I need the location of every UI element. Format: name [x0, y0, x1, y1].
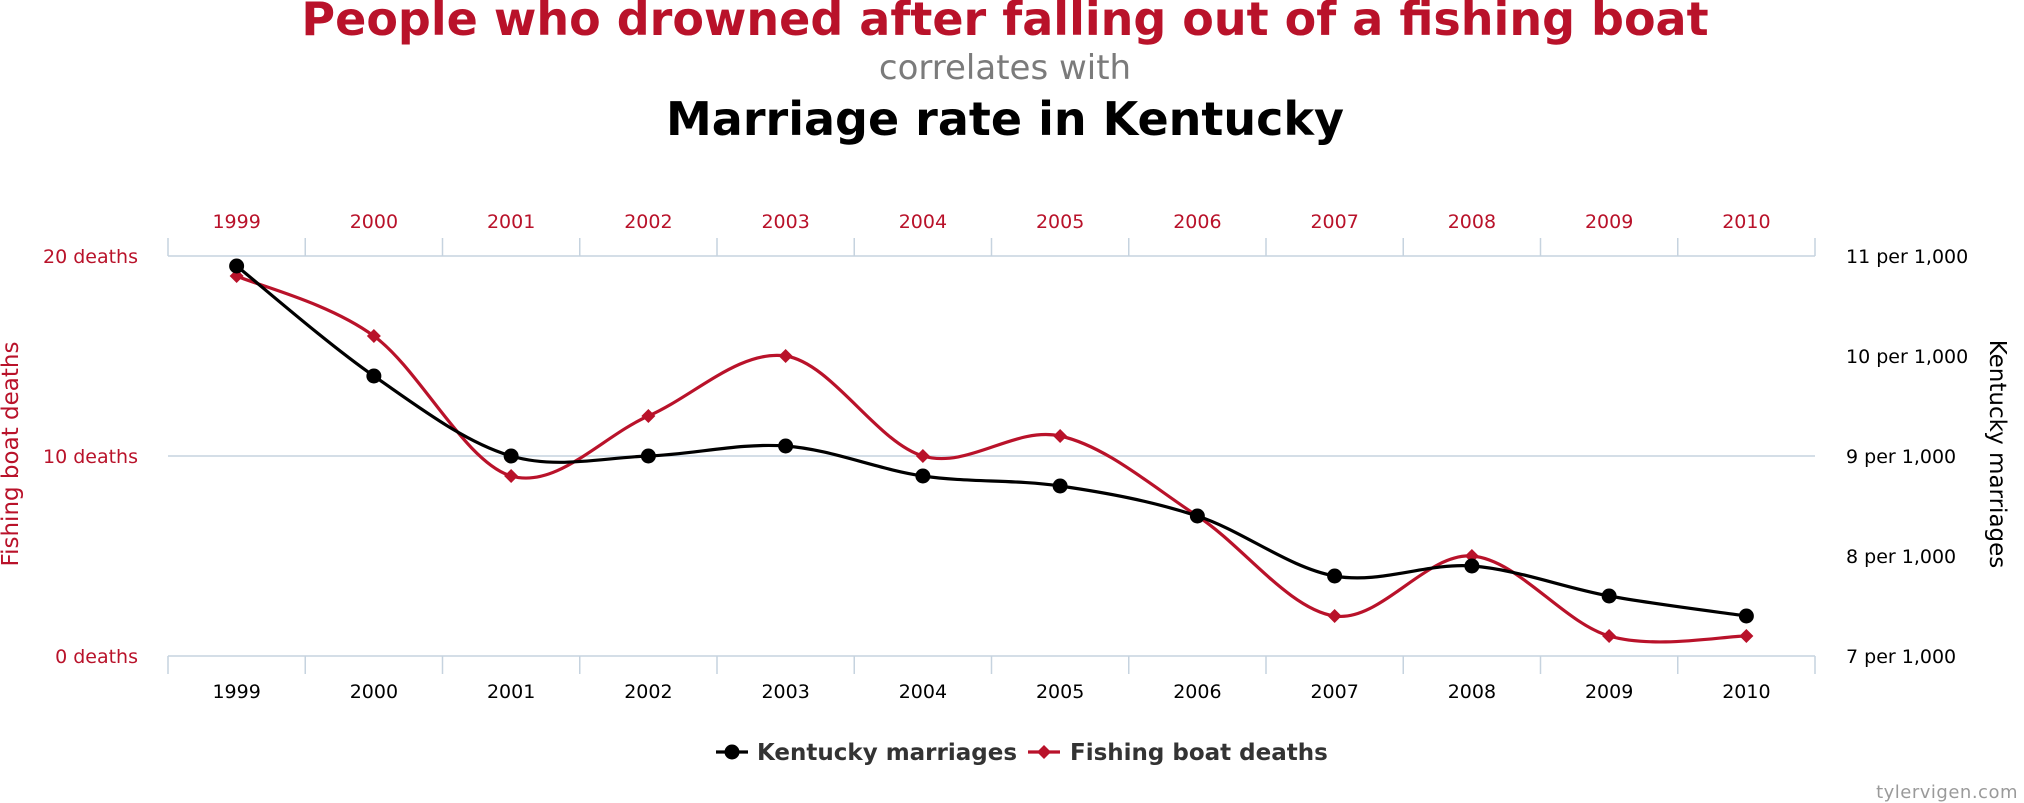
- fishing-deaths-point: [1739, 629, 1754, 643]
- top-x-tick-label: 2002: [624, 211, 672, 233]
- left-y-tick-label: 10 deaths: [43, 446, 138, 468]
- kentucky-marriages-point: [1601, 588, 1617, 604]
- top-x-tick-label: 2003: [761, 211, 809, 233]
- bottom-x-tick-label: 2009: [1585, 681, 1633, 703]
- kentucky-marriages-point: [1052, 478, 1068, 494]
- chart-subtitle: correlates with: [878, 48, 1132, 88]
- watermark: tylervigen.com: [1876, 782, 2018, 803]
- top-x-tick-label: 2005: [1036, 211, 1084, 233]
- top-x-tick-label: 1999: [212, 211, 260, 233]
- bottom-x-tick-label: 2008: [1448, 681, 1496, 703]
- kentucky-marriages-point: [366, 368, 382, 384]
- legend-label-kentucky-marriages: Kentucky marriages: [757, 740, 1017, 766]
- kentucky-marriages-point: [229, 258, 245, 274]
- legend-marker-kentucky-marriages: [724, 744, 740, 760]
- fishing-deaths-point: [504, 469, 519, 483]
- fishing-deaths-point: [1602, 629, 1617, 643]
- kentucky-marriages-point: [640, 448, 656, 464]
- bottom-x-tick-label: 1999: [212, 681, 260, 703]
- bottom-x-tick-label: 2004: [899, 681, 947, 703]
- legend-marker-fishing-deaths: [1037, 745, 1051, 759]
- bottom-x-tick-label: 2006: [1173, 681, 1221, 703]
- fishing-deaths-line: [235, 274, 1747, 644]
- bottom-x-tick-label: 2001: [487, 681, 535, 703]
- right-axis-title: Kentucky marriages: [1984, 340, 2010, 569]
- bottom-x-tick-label: 2010: [1722, 681, 1770, 703]
- top-x-tick-label: 2006: [1173, 211, 1221, 233]
- fishing-deaths-point: [1327, 609, 1342, 623]
- kentucky-marriages-point: [915, 468, 931, 484]
- bottom-x-tick-label: 2007: [1310, 681, 1358, 703]
- left-axis-title: Fishing boat deaths: [0, 342, 24, 567]
- fishing-deaths-point: [778, 349, 793, 363]
- chart-title: People who drowned after falling out of …: [301, 0, 1709, 46]
- fishing-deaths-point: [1053, 429, 1068, 443]
- kentucky-marriages-line: [235, 264, 1747, 618]
- top-x-tick-label: 2004: [899, 211, 947, 233]
- fishing-deaths-point: [366, 329, 381, 343]
- bottom-x-tick-label: 2000: [350, 681, 398, 703]
- bottom-x-tick-label: 2002: [624, 681, 672, 703]
- top-x-tick-label: 2010: [1722, 211, 1770, 233]
- top-x-tick-label: 2008: [1448, 211, 1496, 233]
- top-x-tick-label: 2007: [1310, 211, 1358, 233]
- top-x-tick-label: 2001: [487, 211, 535, 233]
- fishing-deaths-point: [641, 409, 656, 423]
- kentucky-marriages-point: [1327, 568, 1343, 584]
- left-y-tick-label: 20 deaths: [43, 246, 138, 268]
- kentucky-marriages-point: [503, 448, 519, 464]
- chart-title-secondary: Marriage rate in Kentucky: [666, 92, 1344, 146]
- right-y-tick-label: 11 per 1,000: [1846, 246, 1968, 268]
- bottom-x-tick-label: 2005: [1036, 681, 1084, 703]
- legend-label-fishing-deaths: Fishing boat deaths: [1070, 740, 1328, 766]
- bottom-x-tick-label: 2003: [761, 681, 809, 703]
- top-x-tick-label: 2000: [350, 211, 398, 233]
- fishing-deaths-point: [915, 449, 930, 463]
- top-x-tick-label: 2009: [1585, 211, 1633, 233]
- right-y-tick-label: 8 per 1,000: [1846, 546, 1956, 568]
- kentucky-marriages-point: [778, 438, 794, 454]
- kentucky-marriages-point: [1738, 608, 1754, 624]
- left-y-tick-label: 0 deaths: [55, 646, 138, 668]
- right-y-tick-label: 7 per 1,000: [1846, 646, 1956, 668]
- kentucky-marriages-point: [1464, 558, 1480, 574]
- kentucky-marriages-point: [1189, 508, 1205, 524]
- right-y-tick-label: 9 per 1,000: [1846, 446, 1956, 468]
- right-y-tick-label: 10 per 1,000: [1846, 346, 1968, 368]
